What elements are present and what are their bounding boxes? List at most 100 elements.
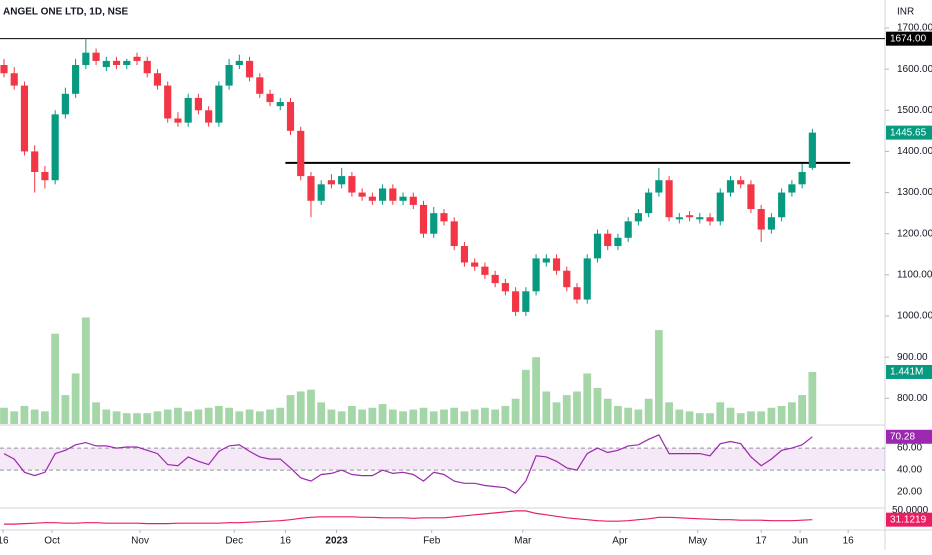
volume-bar (143, 413, 152, 424)
adx-label-box (886, 512, 932, 527)
volume-bar (706, 413, 714, 424)
candle-body (225, 65, 233, 86)
candle-body (737, 180, 745, 185)
candle-body (532, 258, 540, 292)
candle-body (112, 60, 121, 66)
candle-body (778, 192, 786, 218)
volume-bar (562, 395, 571, 424)
rsi-label: 70.28 (890, 431, 915, 442)
candle-body (123, 60, 131, 66)
y-tick-label: 1500.00 (897, 105, 932, 116)
volume-bar (255, 411, 264, 424)
candle-body (481, 266, 489, 275)
volume-bar (235, 411, 244, 424)
volume-bar (491, 409, 500, 424)
candle-body (491, 274, 499, 284)
x-tick-label: Mar (514, 536, 532, 547)
volume-bar (654, 330, 663, 424)
volume-bar (174, 407, 182, 424)
volume-bar (777, 405, 786, 424)
volume-bar (51, 333, 60, 424)
candle-body (348, 176, 356, 193)
candle-body (471, 262, 479, 267)
volume-bar (163, 409, 172, 424)
candle-body (184, 97, 192, 123)
volume-bar (225, 407, 233, 424)
rsi-tick-label: 20.00 (897, 487, 922, 498)
rsi-label-box (886, 429, 932, 444)
x-tick-label: 16 (843, 536, 855, 547)
candle-body (665, 180, 673, 218)
candle-body (706, 217, 714, 222)
adx-tick-label: 50.0000 (892, 505, 929, 516)
volume-bar (368, 407, 377, 424)
candle-body (430, 213, 438, 234)
candle-body (205, 110, 213, 123)
volume-bar (429, 411, 438, 424)
volume-bar (61, 395, 70, 424)
volume-bar (348, 405, 356, 424)
volume-bar (41, 411, 49, 424)
candle-body (460, 246, 469, 263)
candle-body (297, 130, 305, 177)
candle-body (10, 73, 18, 86)
y-tick-label: 900.00 (897, 352, 928, 363)
volume-bar (470, 409, 479, 424)
candle-body (542, 258, 550, 263)
candle-body (450, 221, 458, 247)
candle-body (31, 151, 39, 172)
volume-bar (204, 407, 213, 424)
candle-body (563, 270, 571, 288)
candle-body (399, 196, 407, 201)
candle-body (20, 85, 29, 152)
rsi-band (0, 448, 885, 471)
volume-bar (634, 409, 643, 424)
volume-bar (644, 398, 653, 424)
candle-body (245, 60, 254, 78)
candle-body (419, 204, 428, 234)
x-tick-label: Nov (131, 536, 149, 547)
candle-body (379, 188, 387, 201)
candle-body (266, 93, 274, 103)
candle-body (808, 132, 816, 168)
candle-body (604, 233, 612, 247)
volume-bar (102, 409, 111, 424)
candle-body (41, 171, 49, 181)
candle-body (512, 291, 520, 312)
y-tick-label: 1300.00 (897, 187, 932, 198)
volume-bar (450, 407, 459, 424)
x-tick-label: 16 (0, 536, 9, 547)
last-price-label-box (886, 125, 932, 140)
candle-body (573, 287, 581, 300)
volume-bar (122, 413, 131, 424)
volume-bar (327, 409, 336, 424)
volume-bar (317, 402, 326, 424)
chart-title: ANGEL ONE LTD, 1D, NSE (3, 7, 129, 18)
candle-body (747, 184, 755, 210)
volume-bar (665, 402, 673, 424)
candle-body (0, 65, 8, 74)
candle-body (624, 221, 632, 238)
rsi-tick-label: 60.00 (897, 443, 922, 454)
volume-bar (695, 413, 704, 424)
volume-bar (603, 398, 612, 424)
x-tick-label: 17 (756, 536, 768, 547)
volume-bar (808, 371, 817, 424)
candle-body (522, 291, 530, 312)
candle-body (317, 184, 325, 201)
candle-body (164, 85, 172, 119)
volume-bar (726, 407, 735, 424)
candle-body (358, 192, 366, 197)
candle-body (256, 77, 264, 94)
x-tick-label: 2023 (325, 536, 348, 547)
candle-body (716, 192, 724, 222)
candle-body (72, 65, 80, 94)
volume-bar (214, 405, 223, 424)
candle-body (338, 176, 346, 185)
volume-bar (20, 405, 29, 424)
candle-body (593, 233, 602, 259)
volume-bar (521, 369, 530, 424)
candle-body (552, 258, 561, 271)
volume-bar (787, 402, 796, 424)
